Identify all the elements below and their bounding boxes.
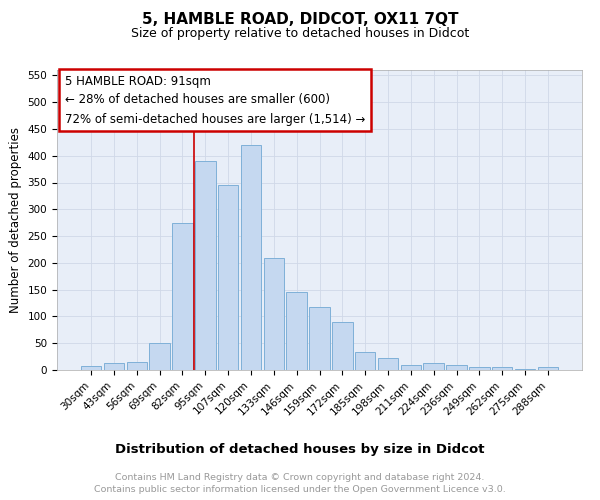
Bar — [172, 222, 193, 370]
Y-axis label: Number of detached properties: Number of detached properties — [9, 127, 22, 313]
Bar — [309, 308, 330, 370]
Bar — [378, 358, 398, 370]
Bar — [492, 368, 512, 370]
Bar — [263, 258, 284, 370]
Bar — [104, 363, 124, 370]
Bar — [424, 363, 444, 370]
Bar — [218, 185, 238, 370]
Bar — [446, 364, 467, 370]
Text: Size of property relative to detached houses in Didcot: Size of property relative to detached ho… — [131, 28, 469, 40]
Text: Contains public sector information licensed under the Open Government Licence v3: Contains public sector information licen… — [94, 485, 506, 494]
Text: 5 HAMBLE ROAD: 91sqm
← 28% of detached houses are smaller (600)
72% of semi-deta: 5 HAMBLE ROAD: 91sqm ← 28% of detached h… — [65, 74, 365, 126]
Bar — [286, 292, 307, 370]
Text: Distribution of detached houses by size in Didcot: Distribution of detached houses by size … — [115, 442, 485, 456]
Bar — [469, 367, 490, 370]
Bar — [401, 364, 421, 370]
Bar — [538, 368, 558, 370]
Bar — [332, 322, 353, 370]
Bar — [241, 145, 261, 370]
Text: 5, HAMBLE ROAD, DIDCOT, OX11 7QT: 5, HAMBLE ROAD, DIDCOT, OX11 7QT — [142, 12, 458, 28]
Bar — [127, 362, 147, 370]
Text: Contains HM Land Registry data © Crown copyright and database right 2024.: Contains HM Land Registry data © Crown c… — [115, 472, 485, 482]
Bar — [81, 366, 101, 370]
Bar — [195, 161, 215, 370]
Bar — [355, 352, 376, 370]
Bar — [149, 343, 170, 370]
